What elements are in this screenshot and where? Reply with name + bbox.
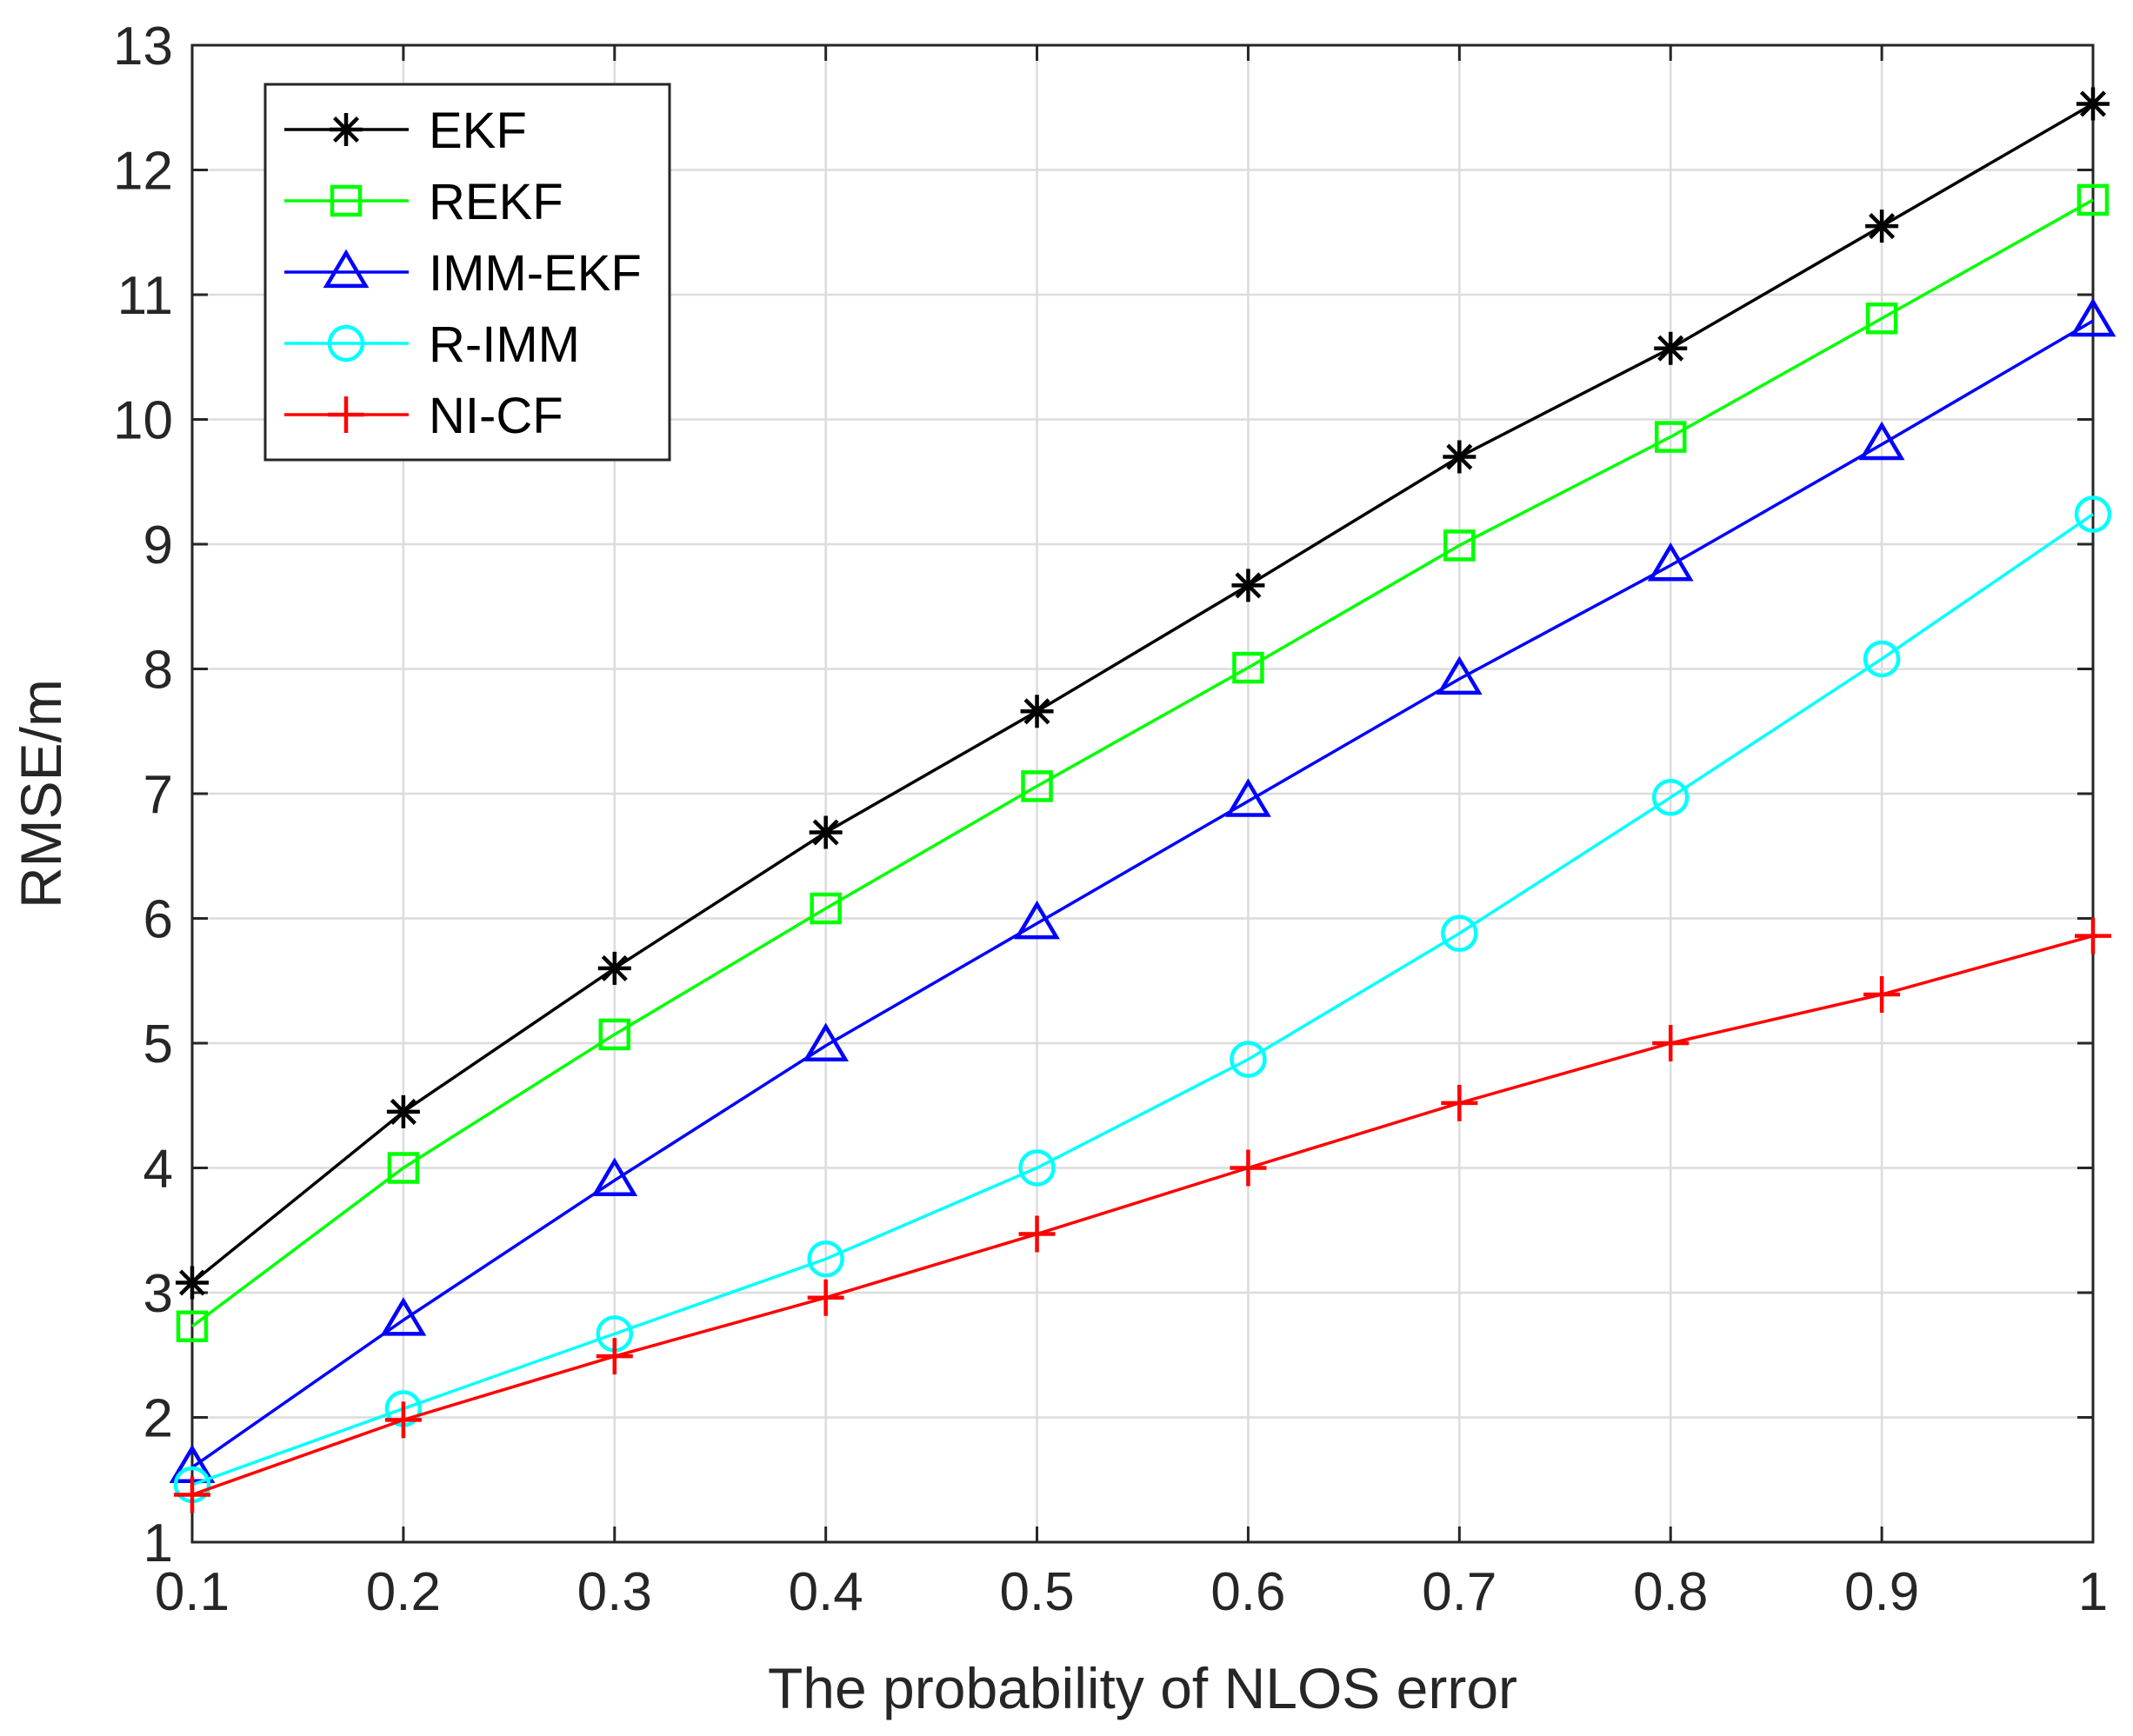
data-point-ni-cf <box>1230 1149 1267 1187</box>
data-point-imm-ekf <box>1647 542 1694 582</box>
data-point-r-imm <box>2074 496 2112 533</box>
data-point-ekf <box>1020 695 1054 728</box>
x-axis-title: The probability of NLOS error <box>768 1656 1517 1720</box>
data-point-r-imm <box>1441 915 1478 952</box>
y-tick-label: 13 <box>113 17 173 76</box>
y-tick-label: 4 <box>143 1140 173 1200</box>
data-point-imm-ekf <box>2070 297 2116 337</box>
x-tick-label: 0.3 <box>577 1562 652 1622</box>
legend-marker-r-imm <box>327 324 365 362</box>
data-point-r-imm <box>807 1240 844 1278</box>
data-point-rekf <box>2076 183 2110 216</box>
data-point-rekf <box>598 1018 631 1051</box>
x-tick-label: 0.6 <box>1210 1562 1285 1622</box>
data-point-ekf <box>809 815 843 849</box>
y-tick-label: 1 <box>143 1513 173 1573</box>
legend-label-imm-ekf: IMM-EKF <box>429 245 642 302</box>
data-series <box>169 87 2116 1513</box>
series-line-imm-ekf <box>190 319 2094 1469</box>
legend-entry-rekf: REKF <box>284 174 563 230</box>
legend-label-ekf: EKF <box>429 103 527 159</box>
data-point-ekf <box>386 1094 420 1128</box>
data-point-rekf <box>810 892 842 925</box>
legend-marker-ekf <box>330 113 363 146</box>
data-point-rekf <box>176 1310 209 1342</box>
y-tick-label: 12 <box>113 142 173 202</box>
legend: EKF REKF IMM-EKF R-IMM NI-CF <box>263 83 671 462</box>
data-point-imm-ekf <box>803 1022 850 1061</box>
data-point-ekf <box>1654 331 1688 365</box>
data-point-ni-cf <box>1863 976 1901 1014</box>
y-tick-label: 6 <box>143 890 173 950</box>
y-tick-label: 3 <box>143 1264 173 1324</box>
legend-label-rekf: REKF <box>429 174 563 230</box>
series-rekf <box>176 183 2110 1342</box>
x-tick-label: 0.7 <box>1422 1562 1496 1622</box>
y-tick-label: 2 <box>143 1389 173 1449</box>
legend-marker-rekf <box>330 184 363 217</box>
data-point-imm-ekf <box>1858 421 1905 461</box>
data-point-rekf <box>1021 770 1053 802</box>
data-point-ni-cf <box>174 1476 210 1513</box>
data-point-rekf <box>1654 421 1687 453</box>
series-imm-ekf <box>169 297 2116 1483</box>
legend-entry-r-imm: R-IMM <box>284 316 580 373</box>
legend-entry-imm-ekf: IMM-EKF <box>284 245 642 302</box>
x-tick-label: 0.5 <box>999 1562 1074 1622</box>
data-point-ni-cf <box>596 1338 633 1375</box>
data-point-r-imm <box>1651 779 1690 816</box>
axis-ticks: 0.1 0.2 0.3 0.4 0.5 0.6 0.7 0.8 0.9 1123456789101… <box>113 17 2108 1622</box>
data-point-imm-ekf <box>1436 655 1483 695</box>
data-point-ni-cf <box>1652 1025 1690 1061</box>
legend-label-r-imm: R-IMM <box>429 316 580 373</box>
data-point-imm-ekf <box>380 1297 427 1336</box>
y-tick-label: 11 <box>117 266 173 326</box>
legend-entry-ekf: EKF <box>284 103 527 159</box>
x-tick-label: 0.4 <box>789 1562 863 1622</box>
data-point-rekf <box>1443 529 1476 562</box>
series-ekf <box>176 87 2110 1300</box>
series-line-rekf <box>190 198 2094 1328</box>
data-point-rekf <box>1232 651 1264 684</box>
data-point-r-imm <box>1230 1041 1267 1078</box>
data-point-ni-cf <box>1018 1215 1056 1253</box>
y-tick-label: 10 <box>113 391 173 451</box>
y-axis-title: RMSE/m <box>9 679 73 908</box>
y-tick-label: 7 <box>143 765 173 825</box>
series-ni-cf <box>174 917 2111 1513</box>
x-tick-label: 0.2 <box>366 1562 441 1622</box>
data-point-imm-ekf <box>591 1157 638 1196</box>
x-tick-label: 0.8 <box>1633 1562 1708 1622</box>
data-point-r-imm <box>1863 640 1901 678</box>
data-point-imm-ekf <box>1225 778 1271 817</box>
data-point-ni-cf <box>1441 1084 1478 1121</box>
legend-marker-imm-ekf <box>323 249 370 289</box>
legend-label-ni-cf: NI-CF <box>429 388 563 444</box>
data-point-ekf <box>1865 210 1899 243</box>
series-line-ekf <box>190 102 2094 1284</box>
series-line-r-imm <box>191 513 2094 1487</box>
data-point-rekf <box>387 1152 420 1184</box>
data-point-ekf <box>1231 569 1265 602</box>
x-tick-label: 1 <box>2078 1562 2108 1622</box>
data-point-rekf <box>1865 303 1898 335</box>
y-tick-label: 8 <box>143 641 173 701</box>
data-point-r-imm <box>1018 1149 1056 1187</box>
legend-entry-ni-cf: NI-CF <box>284 388 563 444</box>
data-point-ekf <box>176 1266 209 1300</box>
y-tick-label: 5 <box>143 1014 173 1074</box>
data-point-ni-cf <box>807 1279 844 1316</box>
x-tick-label: 0.9 <box>1844 1562 1919 1622</box>
data-point-ni-cf <box>2075 917 2111 954</box>
y-tick-label: 9 <box>143 515 173 575</box>
data-point-ekf <box>2076 87 2110 121</box>
data-point-ni-cf <box>384 1401 422 1439</box>
series-line-ni-cf <box>191 934 2094 1497</box>
data-point-imm-ekf <box>1014 900 1060 940</box>
data-point-ekf <box>597 951 631 985</box>
legend-marker-ni-cf <box>328 396 364 433</box>
x-tick-label: 0.1 <box>155 1562 230 1622</box>
data-point-ekf <box>1443 440 1476 474</box>
